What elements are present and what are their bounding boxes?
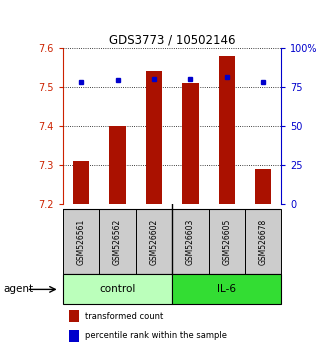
Bar [245,209,281,274]
Text: transformed count: transformed count [85,312,163,321]
Bar [70,310,79,322]
Text: IL-6: IL-6 [217,284,236,295]
Bar [63,274,172,304]
Bar [63,209,99,274]
Text: GSM526602: GSM526602 [149,219,159,265]
Text: GSM526561: GSM526561 [76,219,86,265]
Bar [172,274,281,304]
Bar [172,209,209,274]
Bar [109,126,126,204]
Text: GSM526678: GSM526678 [259,219,268,265]
Title: GDS3773 / 10502146: GDS3773 / 10502146 [109,34,235,47]
Bar [209,209,245,274]
Bar [70,330,79,342]
Text: GSM526605: GSM526605 [222,218,231,265]
Bar [255,169,271,204]
Text: GSM526562: GSM526562 [113,219,122,265]
Bar [218,56,235,204]
Text: GSM526603: GSM526603 [186,218,195,265]
Bar [146,71,162,204]
Text: percentile rank within the sample: percentile rank within the sample [85,331,227,341]
Text: control: control [99,284,136,295]
Bar [73,161,89,204]
Text: agent: agent [3,284,33,295]
Bar [182,83,199,204]
Bar [99,209,136,274]
Bar [136,209,172,274]
